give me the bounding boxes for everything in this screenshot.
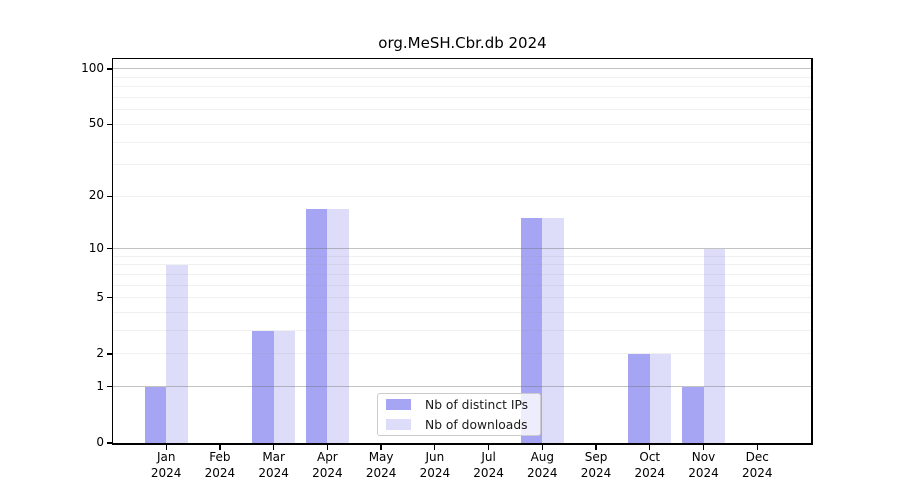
axis-spine-right <box>811 58 813 444</box>
bar-downloads-mar <box>273 330 296 443</box>
bar-downloads-aug <box>542 218 564 443</box>
x-tick-label-oct: Oct 2024 <box>634 450 666 480</box>
legend-item-distinct-ips: Nb of distinct IPs <box>386 396 532 413</box>
x-tick-mark-feb <box>219 445 221 450</box>
bar-distinct-ips-mar <box>252 330 274 443</box>
y-tick-mark-1 <box>106 386 112 388</box>
x-tick-mark-may <box>380 445 382 450</box>
y-tick-label-1: 1 <box>96 378 104 393</box>
bar-distinct-ips-jan <box>144 386 167 443</box>
y-tick-mark-50 <box>106 123 112 125</box>
y-tick-label-0: 0 <box>96 435 104 449</box>
y-tick-label-10: 10 <box>88 240 104 255</box>
x-tick-label-mar: Mar 2024 <box>258 450 289 480</box>
x-tick-label-may: May 2024 <box>365 450 397 480</box>
axis-spine-top <box>112 58 812 60</box>
legend-item-downloads: Nb of downloads <box>386 416 532 433</box>
y-tick-label-20: 20 <box>88 188 104 203</box>
bar-distinct-ips-apr <box>305 208 328 443</box>
axis-spine-left <box>111 58 114 444</box>
chart-title: org.MeSH.Cbr.db 2024 <box>378 34 547 52</box>
gridline-minor-60 <box>113 109 812 111</box>
legend: Nb of distinct IPs Nb of downloads <box>377 393 541 436</box>
gridline-minor-40 <box>113 141 812 143</box>
legend-label-downloads: Nb of downloads <box>425 417 528 432</box>
x-tick-mark-jul <box>487 445 490 450</box>
x-tick-mark-aug <box>541 445 543 450</box>
bar-distinct-ips-aug <box>520 218 543 443</box>
gridline-minor-30 <box>113 164 812 166</box>
x-tick-label-feb: Feb 2024 <box>204 450 236 480</box>
x-tick-label-sep: Sep 2024 <box>580 450 612 480</box>
gridline-minor-20 <box>113 195 812 197</box>
x-tick-label-jun: Jun 2024 <box>419 450 451 480</box>
gridline-minor-70 <box>113 97 812 99</box>
x-tick-label-jul: Jul 2024 <box>473 450 504 480</box>
gridline-minor-90 <box>113 76 812 78</box>
x-tick-label-aug: Aug 2024 <box>527 450 558 480</box>
legend-swatch-distinct-ips <box>386 399 411 410</box>
y-tick-mark-5 <box>106 297 112 299</box>
bar-downloads-jan <box>166 264 188 443</box>
y-tick-label-100: 100 <box>81 60 104 75</box>
x-tick-mark-oct <box>649 445 651 450</box>
x-tick-mark-nov <box>702 445 705 450</box>
bar-downloads-oct <box>649 353 672 443</box>
x-tick-label-apr: Apr 2024 <box>312 450 343 480</box>
x-tick-mark-apr <box>326 445 329 450</box>
x-tick-mark-jun <box>434 445 436 450</box>
y-tick-label-50: 50 <box>88 116 104 131</box>
x-tick-mark-dec <box>756 445 758 450</box>
bar-distinct-ips-nov <box>682 386 704 443</box>
x-tick-label-dec: Dec 2024 <box>741 450 773 480</box>
x-tick-mark-mar <box>273 445 275 450</box>
y-tick-mark-10 <box>106 248 112 250</box>
axis-spine-bottom <box>112 443 813 446</box>
bar-downloads-nov <box>703 248 725 443</box>
x-tick-label-jan: Jan 2024 <box>150 450 182 480</box>
x-tick-label-nov: Nov 2024 <box>688 450 719 480</box>
x-tick-mark-jan <box>165 445 167 450</box>
bar-distinct-ips-oct <box>628 353 650 443</box>
y-tick-label-2: 2 <box>96 345 104 360</box>
plot-area <box>113 59 812 443</box>
legend-label-distinct-ips: Nb of distinct IPs <box>425 397 529 412</box>
y-tick-label-5: 5 <box>96 289 104 304</box>
y-tick-mark-100 <box>106 68 112 70</box>
y-tick-mark-0 <box>106 442 112 444</box>
bar-downloads-apr <box>327 208 349 443</box>
x-tick-mark-sep <box>595 445 597 450</box>
gridline-major-100 <box>113 68 812 70</box>
legend-swatch-downloads <box>386 419 411 430</box>
gridline-minor-50 <box>113 123 812 125</box>
gridline-minor-80 <box>113 86 812 88</box>
y-tick-mark-2 <box>106 353 112 355</box>
y-tick-mark-20 <box>106 195 112 197</box>
